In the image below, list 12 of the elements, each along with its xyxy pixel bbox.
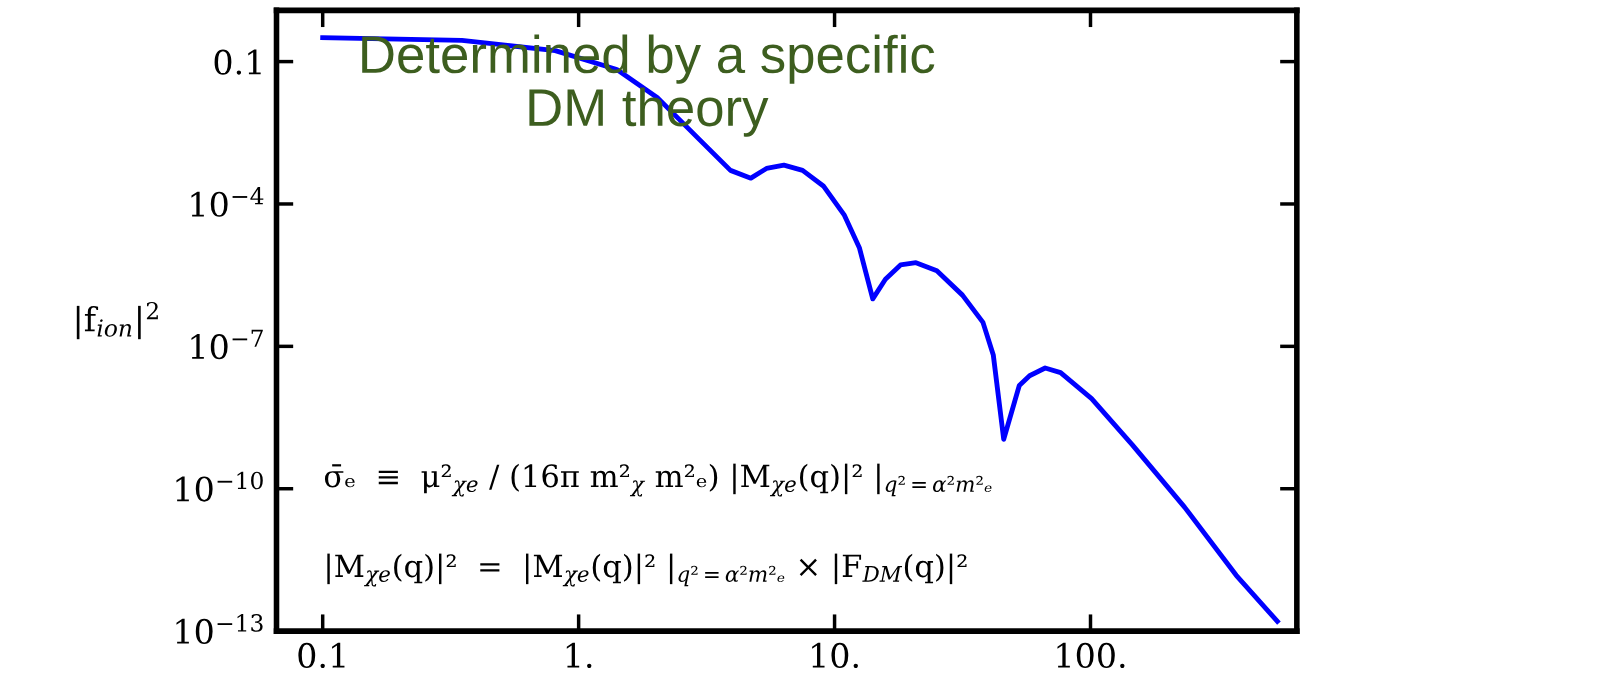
y-tick-label: 10$^{−7}$	[191, 329, 263, 360]
y-tick-label: 0.1	[214, 49, 261, 75]
x-tick-label: 10.	[812, 642, 858, 669]
x-tick-label: 100.	[1057, 642, 1125, 669]
annotation: σ̄ₑ ≡ μ²$_{χe}$ / (16π m²$_{χ}$ m²ₑ) |M$_{χe}$(q)|² |$_{q²=α²m²ₑ}$	[324, 463, 992, 497]
y-axis-title: |f$_{ion}$|$^{2}$	[76, 301, 158, 340]
x-tick-label: 0.1	[298, 642, 345, 669]
y-tick-label: 10$^{−10}$	[176, 471, 263, 502]
y-tick-label: 10$^{−13}$	[176, 614, 263, 644]
y-tick-label: 10$^{−4}$	[191, 186, 264, 217]
text: |M$_{χe}$(q)|² = |M$_{χe}$(q)|² |$_{q²=α²m²ₑ}$ × |F$_{DM}$(q)|²	[327, 553, 967, 587]
x-tick-label: 1.	[566, 642, 592, 669]
